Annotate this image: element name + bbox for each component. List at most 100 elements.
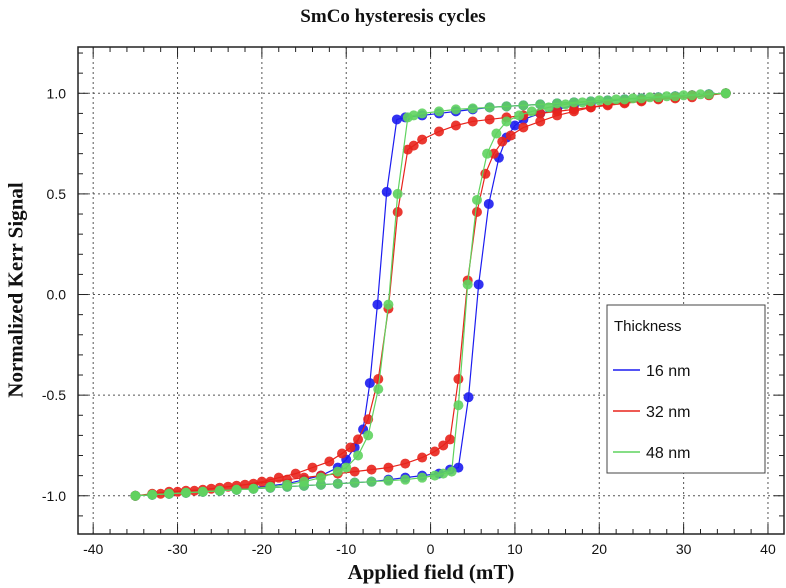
data-point [483, 198, 494, 209]
data-point [417, 134, 428, 145]
data-point [518, 122, 529, 133]
data-point [450, 120, 461, 131]
data-point [602, 95, 613, 106]
legend-title: Thickness [614, 318, 682, 335]
plot-frame [77, 46, 785, 535]
data-point [282, 481, 293, 492]
data-point [484, 102, 495, 113]
y-tick: -1.0 [42, 488, 66, 504]
data-point [501, 101, 512, 112]
data-point [636, 93, 647, 104]
data-point [383, 475, 394, 486]
data-point [438, 440, 449, 451]
x-tick: -10 [336, 541, 356, 557]
data-point [417, 108, 428, 119]
data-point [491, 128, 502, 139]
data-point [429, 446, 440, 457]
data-point [315, 472, 326, 483]
data-point [400, 458, 411, 469]
data-point [391, 114, 402, 125]
data-point [197, 486, 208, 497]
data-point [653, 92, 664, 103]
data-point [130, 490, 141, 501]
data-point [366, 476, 377, 487]
data-point [400, 474, 411, 485]
data-point [560, 99, 571, 110]
data-point [670, 91, 681, 102]
x-tick-label: 30 [676, 541, 692, 557]
data-point [552, 98, 563, 109]
y-tick: 1.0 [47, 85, 67, 101]
data-point [366, 464, 377, 475]
legend: Thickness 16 nm 32 nm 48 nm [606, 304, 766, 474]
data-point [463, 392, 474, 403]
y-axis-label: Normalized Kerr Signal [3, 182, 28, 398]
data-point [501, 116, 512, 127]
chart-title: SmCo hysteresis cycles [300, 6, 486, 27]
legend-label: 32 nm [646, 404, 690, 421]
legend-box [606, 304, 766, 474]
x-tick-label: -40 [83, 541, 103, 557]
data-point [644, 92, 655, 103]
data-point [189, 485, 200, 496]
data-point [164, 488, 175, 499]
legend-label: 48 nm [646, 445, 690, 462]
data-point [434, 106, 445, 117]
data-point [661, 91, 672, 102]
data-point [509, 120, 520, 131]
y-tick: -0.5 [42, 387, 66, 403]
data-point [594, 95, 605, 106]
data-point [514, 110, 525, 121]
x-tick-label: 0 [427, 541, 435, 557]
x-tick-label: 10 [507, 541, 523, 557]
data-point [381, 186, 392, 197]
data-point [444, 434, 455, 445]
data-point [703, 89, 714, 100]
data-point [324, 456, 335, 467]
data-point [273, 472, 284, 483]
data-point [482, 148, 493, 159]
data-point [497, 136, 508, 147]
data-point [147, 489, 158, 500]
x-axis-label: Applied field (mT) [347, 560, 515, 584]
data-point [552, 110, 563, 121]
data-point [577, 97, 588, 108]
legend-label: 16 nm [646, 363, 690, 380]
data-point [299, 480, 310, 491]
y-tick: 0.0 [47, 287, 67, 303]
x-tick: 30 [676, 541, 692, 557]
data-point [383, 462, 394, 473]
y-tick-label: -1.0 [42, 488, 66, 504]
data-point [518, 100, 529, 111]
data-point [353, 434, 364, 445]
data-point [240, 479, 251, 490]
y-tick-label: 1.0 [47, 85, 67, 101]
data-point [695, 89, 706, 100]
data-point [349, 477, 360, 488]
data-point [473, 279, 484, 290]
data-point [619, 94, 630, 105]
data-point [467, 116, 478, 127]
data-point [467, 103, 478, 114]
data-point [535, 116, 546, 127]
data-point [223, 481, 234, 492]
data-point [453, 400, 464, 411]
data-point [315, 479, 326, 490]
x-tick-label: 20 [591, 541, 607, 557]
data-point [568, 97, 579, 108]
x-tick: 20 [591, 541, 607, 557]
x-tick: 10 [507, 541, 523, 557]
data-point [453, 374, 464, 385]
data-point [585, 96, 596, 107]
data-point [535, 108, 546, 119]
data-point [341, 462, 352, 473]
x-tick: 0 [427, 541, 435, 557]
x-tick-label: -30 [167, 541, 187, 557]
data-point [471, 194, 482, 205]
data-point [526, 106, 537, 117]
y-tick: 0.5 [47, 186, 67, 202]
x-tick: -20 [252, 541, 272, 557]
data-point [214, 485, 225, 496]
data-point [383, 299, 394, 310]
data-point [505, 130, 516, 141]
